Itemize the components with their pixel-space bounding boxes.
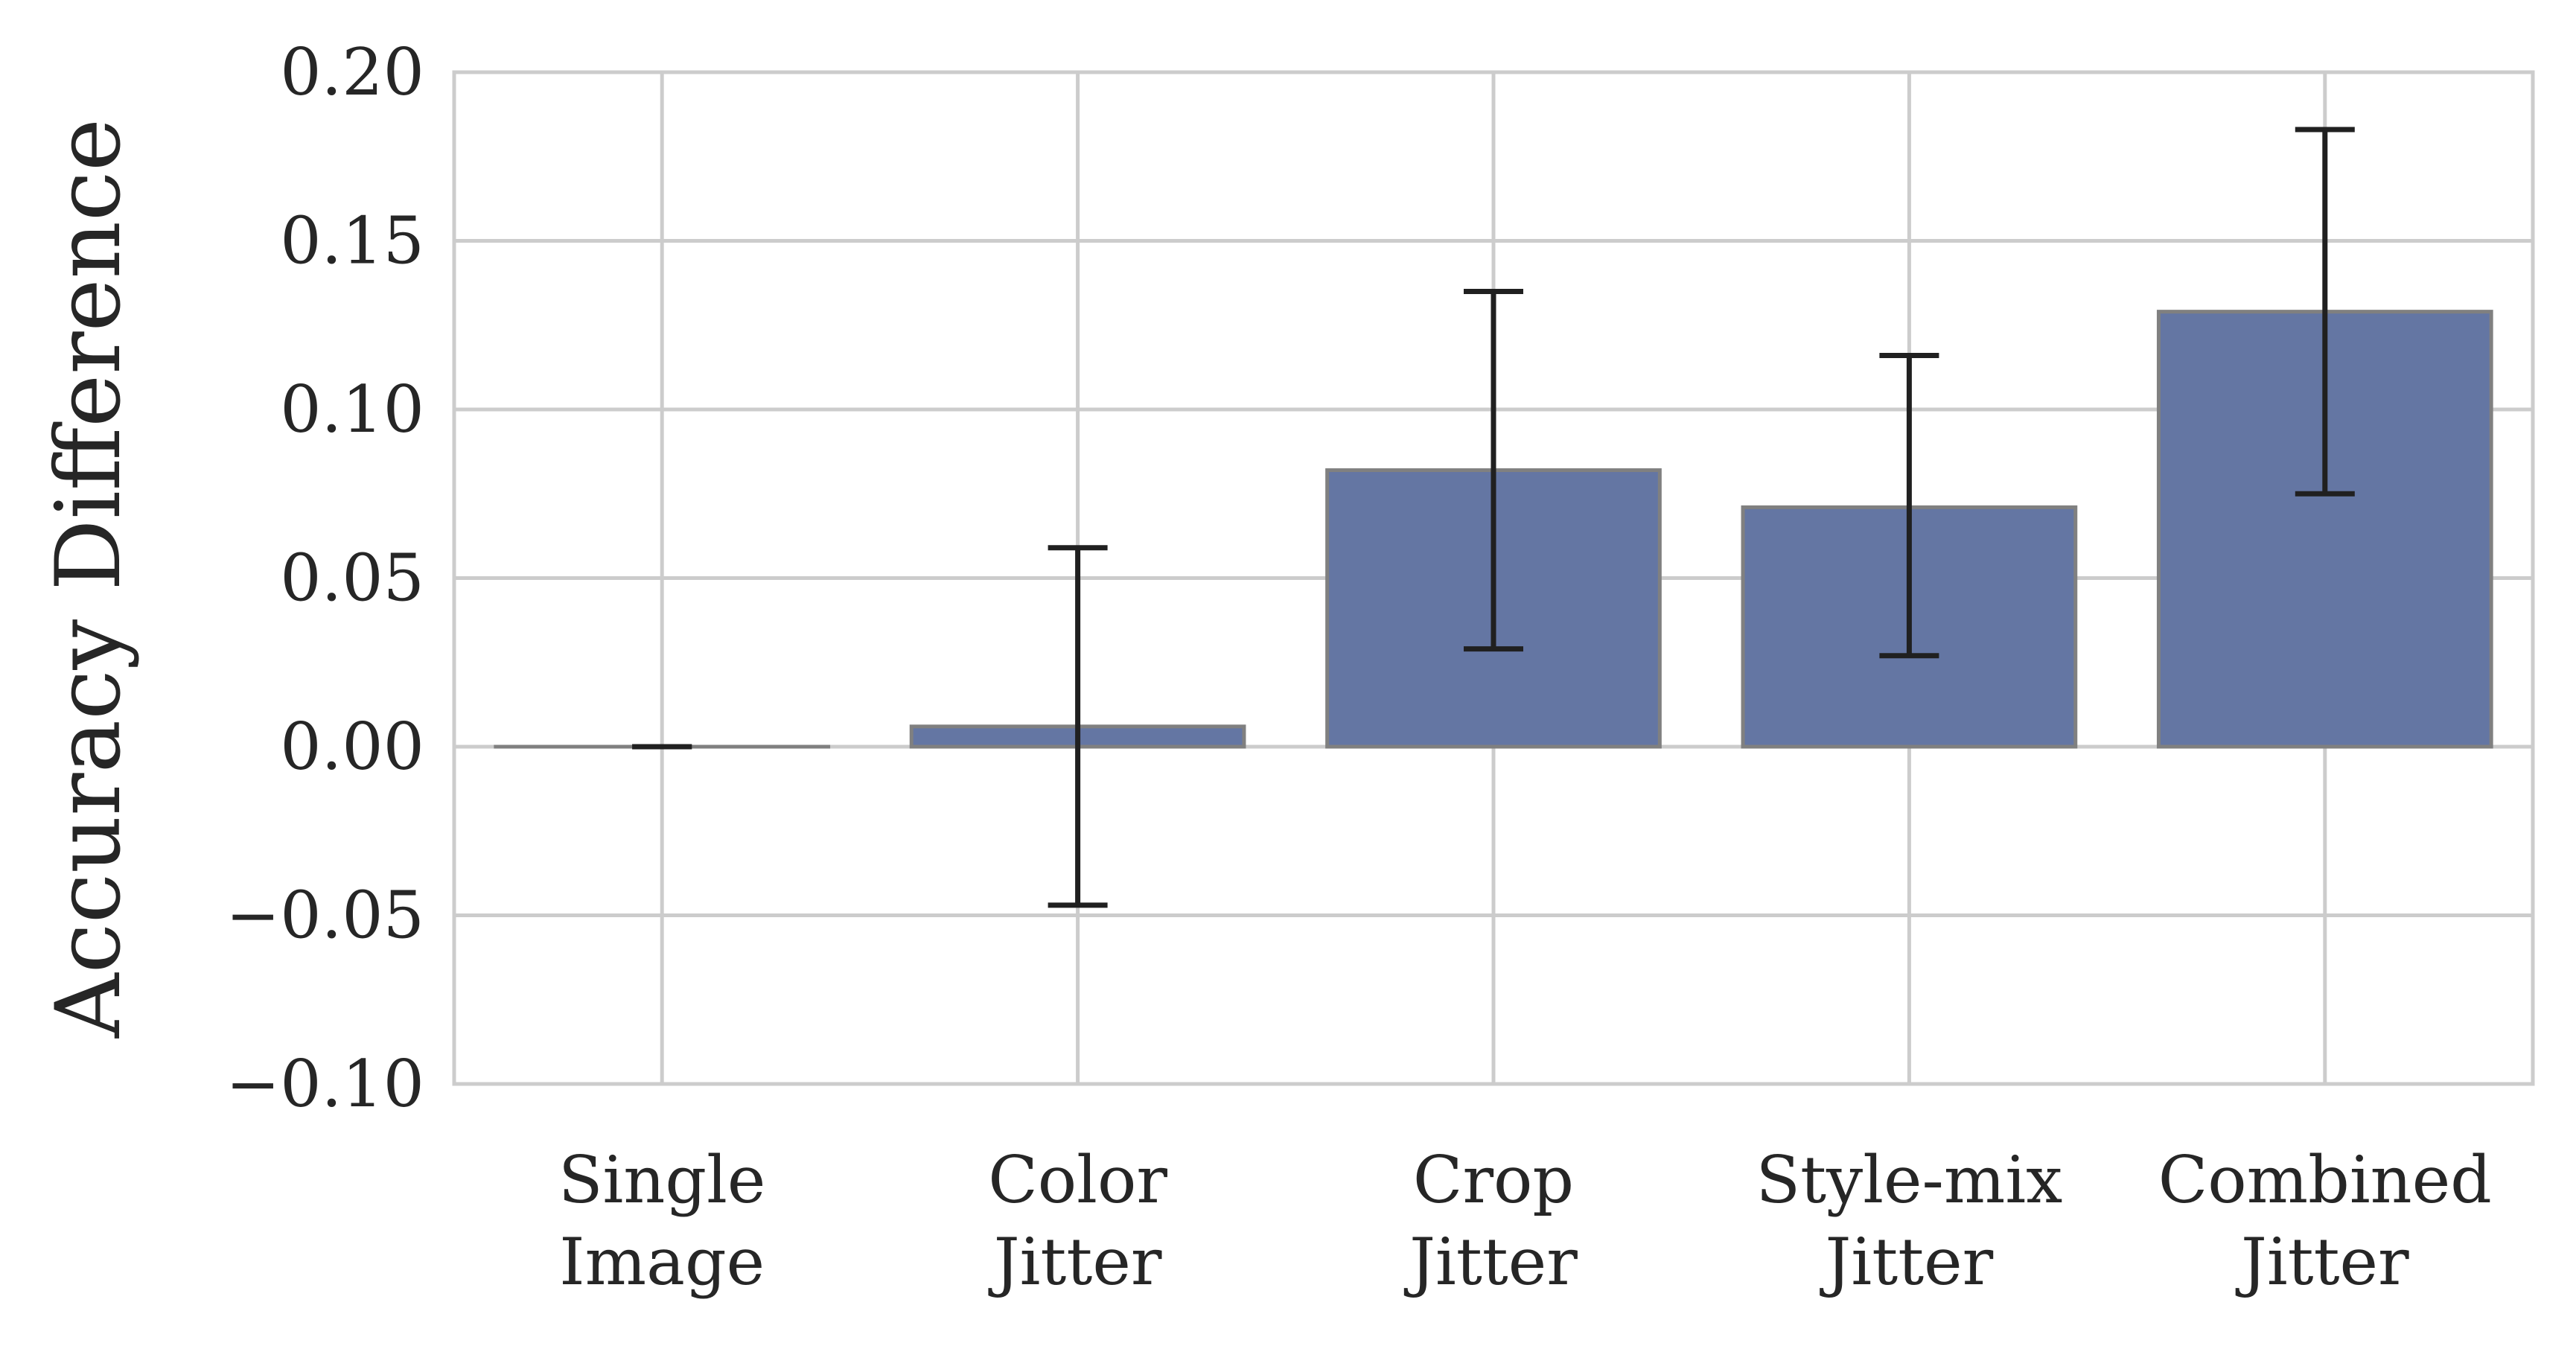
x-tick-label-line: Style-mix bbox=[1756, 1142, 2062, 1218]
y-tick-labels: −0.10 −0.05 0.00 0.05 0.10 0.15 0.20 bbox=[226, 34, 424, 1122]
x-tick-label-line: Jitter bbox=[1820, 1224, 1994, 1300]
bars bbox=[494, 310, 2493, 749]
x-tick-label: Style-mix Jitter bbox=[1756, 1142, 2062, 1300]
x-tick-label: Single Image bbox=[558, 1142, 765, 1300]
error-bar bbox=[1879, 353, 1939, 659]
x-tick-label: Color Jitter bbox=[988, 1142, 1168, 1300]
y-tick-label: 0.20 bbox=[280, 34, 424, 110]
x-tick-label-line: Jitter bbox=[1403, 1224, 1578, 1300]
x-tick-label-line: Image bbox=[559, 1224, 765, 1300]
error-bar bbox=[2295, 127, 2355, 497]
x-tick-label-line: Crop bbox=[1413, 1142, 1574, 1218]
x-tick-label: Combined Jitter bbox=[2158, 1142, 2492, 1300]
y-tick-label: −0.10 bbox=[226, 1046, 424, 1122]
x-tick-label-line: Jitter bbox=[2235, 1224, 2409, 1300]
y-tick-label: 0.15 bbox=[280, 203, 424, 279]
error-bar bbox=[1048, 545, 1108, 908]
error-bar bbox=[1464, 288, 1523, 652]
y-tick-label: 0.10 bbox=[280, 371, 424, 447]
y-tick-label: −0.05 bbox=[226, 878, 424, 954]
plot-frame bbox=[452, 70, 2535, 1086]
x-tick-label: Crop Jitter bbox=[1403, 1142, 1578, 1300]
x-tick-label-line: Color bbox=[988, 1142, 1167, 1218]
y-tick-label: 0.05 bbox=[280, 540, 424, 616]
y-tick-label: 0.00 bbox=[280, 709, 424, 785]
x-tick-label-line: Combined bbox=[2158, 1142, 2492, 1218]
x-tick-label-line: Jitter bbox=[988, 1224, 1162, 1300]
x-tick-label-line: Single bbox=[558, 1142, 765, 1218]
y-axis-title: Accuracy Difference bbox=[37, 118, 141, 1039]
error-bars bbox=[632, 127, 2355, 908]
